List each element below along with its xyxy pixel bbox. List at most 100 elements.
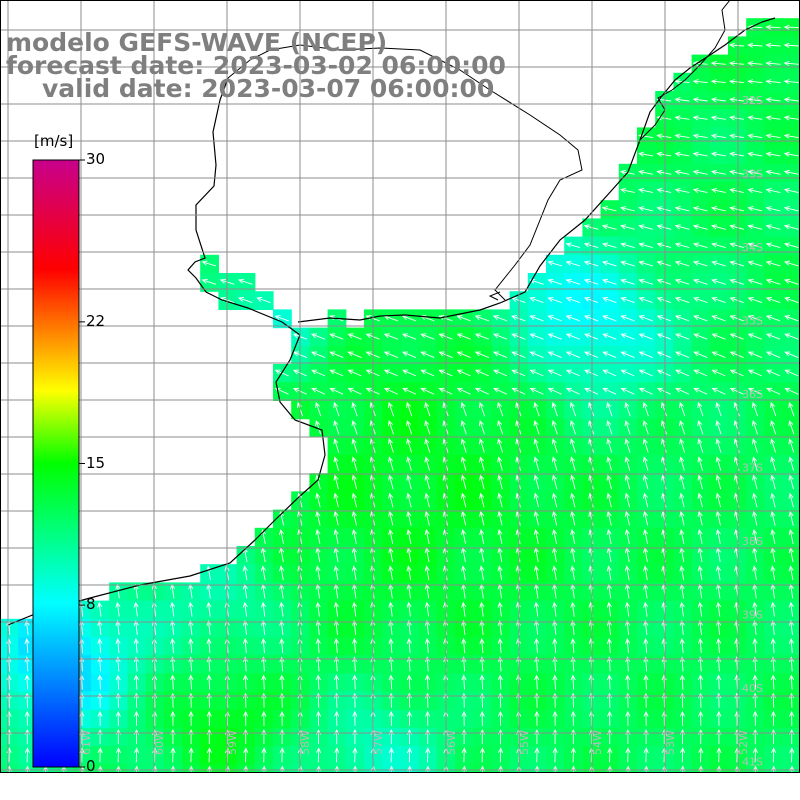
wind-arrow bbox=[770, 456, 776, 471]
wind-arrow bbox=[279, 601, 285, 617]
wind-arrow bbox=[679, 492, 685, 508]
wind-arrow bbox=[729, 151, 745, 157]
wind-arrow bbox=[279, 747, 285, 763]
wind-arrow bbox=[351, 565, 357, 581]
wind-arrow bbox=[711, 260, 726, 267]
wind-arrow bbox=[352, 656, 358, 672]
wind-arrow bbox=[387, 401, 395, 417]
wind-arrow bbox=[188, 656, 194, 672]
wind-arrow bbox=[424, 438, 431, 453]
wind-arrow bbox=[460, 510, 467, 526]
wind-arrow bbox=[388, 456, 394, 471]
wind-arrow bbox=[638, 260, 653, 267]
wind-arrow bbox=[493, 351, 508, 359]
wind-arrow bbox=[770, 528, 776, 544]
wind-arrow bbox=[351, 420, 358, 435]
wind-arrow bbox=[352, 674, 358, 690]
colorbar-tick-label: 22 bbox=[86, 311, 106, 330]
wind-arrow bbox=[765, 42, 781, 48]
wind-arrow bbox=[565, 260, 581, 267]
wind-arrow bbox=[533, 401, 540, 417]
wind-arrow bbox=[783, 187, 799, 194]
wind-arrow bbox=[533, 528, 539, 544]
wind-arrow bbox=[274, 315, 289, 322]
wind-arrow bbox=[479, 638, 485, 654]
wind-arrow bbox=[333, 674, 340, 690]
wind-arrow bbox=[351, 492, 358, 508]
lat-label: 35S bbox=[742, 315, 763, 328]
wind-arrow bbox=[479, 747, 485, 763]
wind-arrow bbox=[570, 492, 576, 508]
wind-arrow bbox=[602, 387, 617, 395]
wind-arrow bbox=[656, 133, 672, 139]
wind-arrow bbox=[606, 492, 612, 508]
wind-arrow bbox=[533, 565, 539, 581]
wind-arrow bbox=[752, 492, 758, 508]
wind-arrow bbox=[765, 24, 781, 30]
wind-arrow bbox=[242, 638, 248, 654]
wind-arrow bbox=[788, 492, 794, 508]
wind-arrow bbox=[461, 656, 467, 672]
wind-arrow bbox=[565, 278, 581, 285]
wind-arrow bbox=[698, 710, 704, 726]
wind-arrow bbox=[533, 492, 540, 508]
wind-cell bbox=[782, 491, 800, 511]
wind-arrow bbox=[424, 420, 431, 435]
wind-arrow bbox=[170, 674, 176, 690]
wind-arrow bbox=[169, 601, 176, 617]
wind-arrow bbox=[656, 169, 672, 175]
wind-arrow bbox=[642, 420, 649, 435]
wind-arrow bbox=[638, 206, 654, 212]
wind-arrow bbox=[206, 710, 212, 726]
wind-arrow bbox=[497, 674, 503, 690]
wind-arrow bbox=[715, 510, 721, 526]
wind-cell bbox=[782, 527, 800, 547]
wind-arrow bbox=[242, 601, 248, 617]
wind-arrow bbox=[420, 351, 435, 359]
wind-arrow bbox=[461, 619, 467, 635]
wind-arrow bbox=[716, 747, 722, 763]
wind-arrow bbox=[643, 747, 649, 763]
wind-arrow bbox=[424, 492, 430, 508]
wind-arrow bbox=[6, 656, 12, 672]
wind-arrow bbox=[406, 510, 412, 526]
wind-arrow bbox=[261, 638, 267, 654]
wind-arrow bbox=[383, 333, 398, 340]
wind-arrow bbox=[347, 351, 362, 359]
wind-arrow bbox=[461, 638, 467, 654]
wind-arrow bbox=[752, 565, 758, 581]
wind-arrow bbox=[402, 351, 417, 359]
wind-arrow bbox=[643, 710, 649, 726]
wind-arrow bbox=[547, 278, 562, 285]
wind-arrow bbox=[674, 97, 690, 103]
wind-arrow bbox=[188, 747, 194, 763]
wind-arrow bbox=[638, 278, 653, 285]
forecast-date: forecast date: 2023-03-02 06:00:00 bbox=[6, 51, 506, 80]
wind-arrow bbox=[188, 619, 194, 635]
lat-label: 38S bbox=[742, 535, 763, 548]
wind-arrow bbox=[602, 369, 617, 377]
wind-arrow bbox=[697, 565, 703, 581]
wind-arrow bbox=[674, 278, 690, 285]
wind-arrow bbox=[188, 601, 194, 617]
wind-arrow bbox=[351, 601, 358, 617]
wind-arrow bbox=[533, 510, 539, 526]
wind-arrow bbox=[766, 369, 781, 377]
wind-arrow bbox=[788, 656, 795, 672]
wind-arrow bbox=[692, 79, 708, 85]
wind-arrow bbox=[315, 510, 321, 526]
wind-arrow bbox=[329, 387, 344, 395]
wind-arrow bbox=[170, 619, 176, 635]
wind-arrow bbox=[642, 492, 649, 508]
wind-arrow bbox=[115, 710, 121, 726]
wind-arrow bbox=[461, 747, 467, 763]
wind-arrow bbox=[710, 60, 726, 67]
wind-arrow bbox=[642, 474, 649, 490]
wind-arrow bbox=[420, 369, 435, 377]
wind-arrow bbox=[747, 60, 763, 67]
wind-arrow bbox=[387, 420, 394, 435]
wind-arrow bbox=[770, 674, 776, 690]
wind-arrow bbox=[729, 115, 745, 121]
wind-arrow bbox=[729, 133, 745, 139]
wind-arrow bbox=[679, 420, 686, 435]
